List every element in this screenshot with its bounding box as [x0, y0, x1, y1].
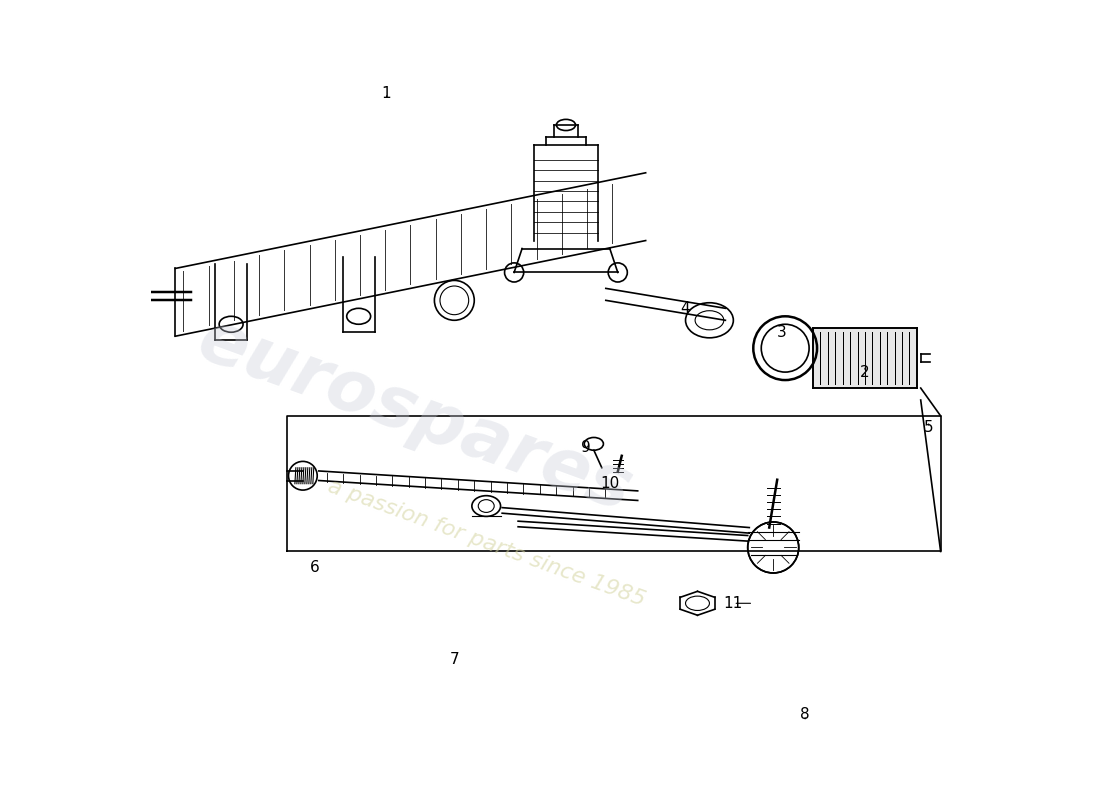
Text: 11: 11	[724, 596, 743, 610]
Text: eurospares: eurospares	[188, 306, 641, 526]
Text: 10: 10	[601, 476, 619, 491]
Text: 8: 8	[801, 707, 810, 722]
Text: 1: 1	[382, 86, 392, 101]
Text: 5: 5	[924, 421, 934, 435]
Text: 7: 7	[450, 651, 459, 666]
Text: 6: 6	[310, 560, 320, 575]
Text: 2: 2	[860, 365, 870, 379]
Bar	[813, 328, 916, 388]
Text: 3: 3	[777, 325, 786, 340]
Text: 4: 4	[681, 301, 691, 316]
Text: 9: 9	[581, 440, 591, 455]
Text: a passion for parts since 1985: a passion for parts since 1985	[324, 477, 648, 610]
